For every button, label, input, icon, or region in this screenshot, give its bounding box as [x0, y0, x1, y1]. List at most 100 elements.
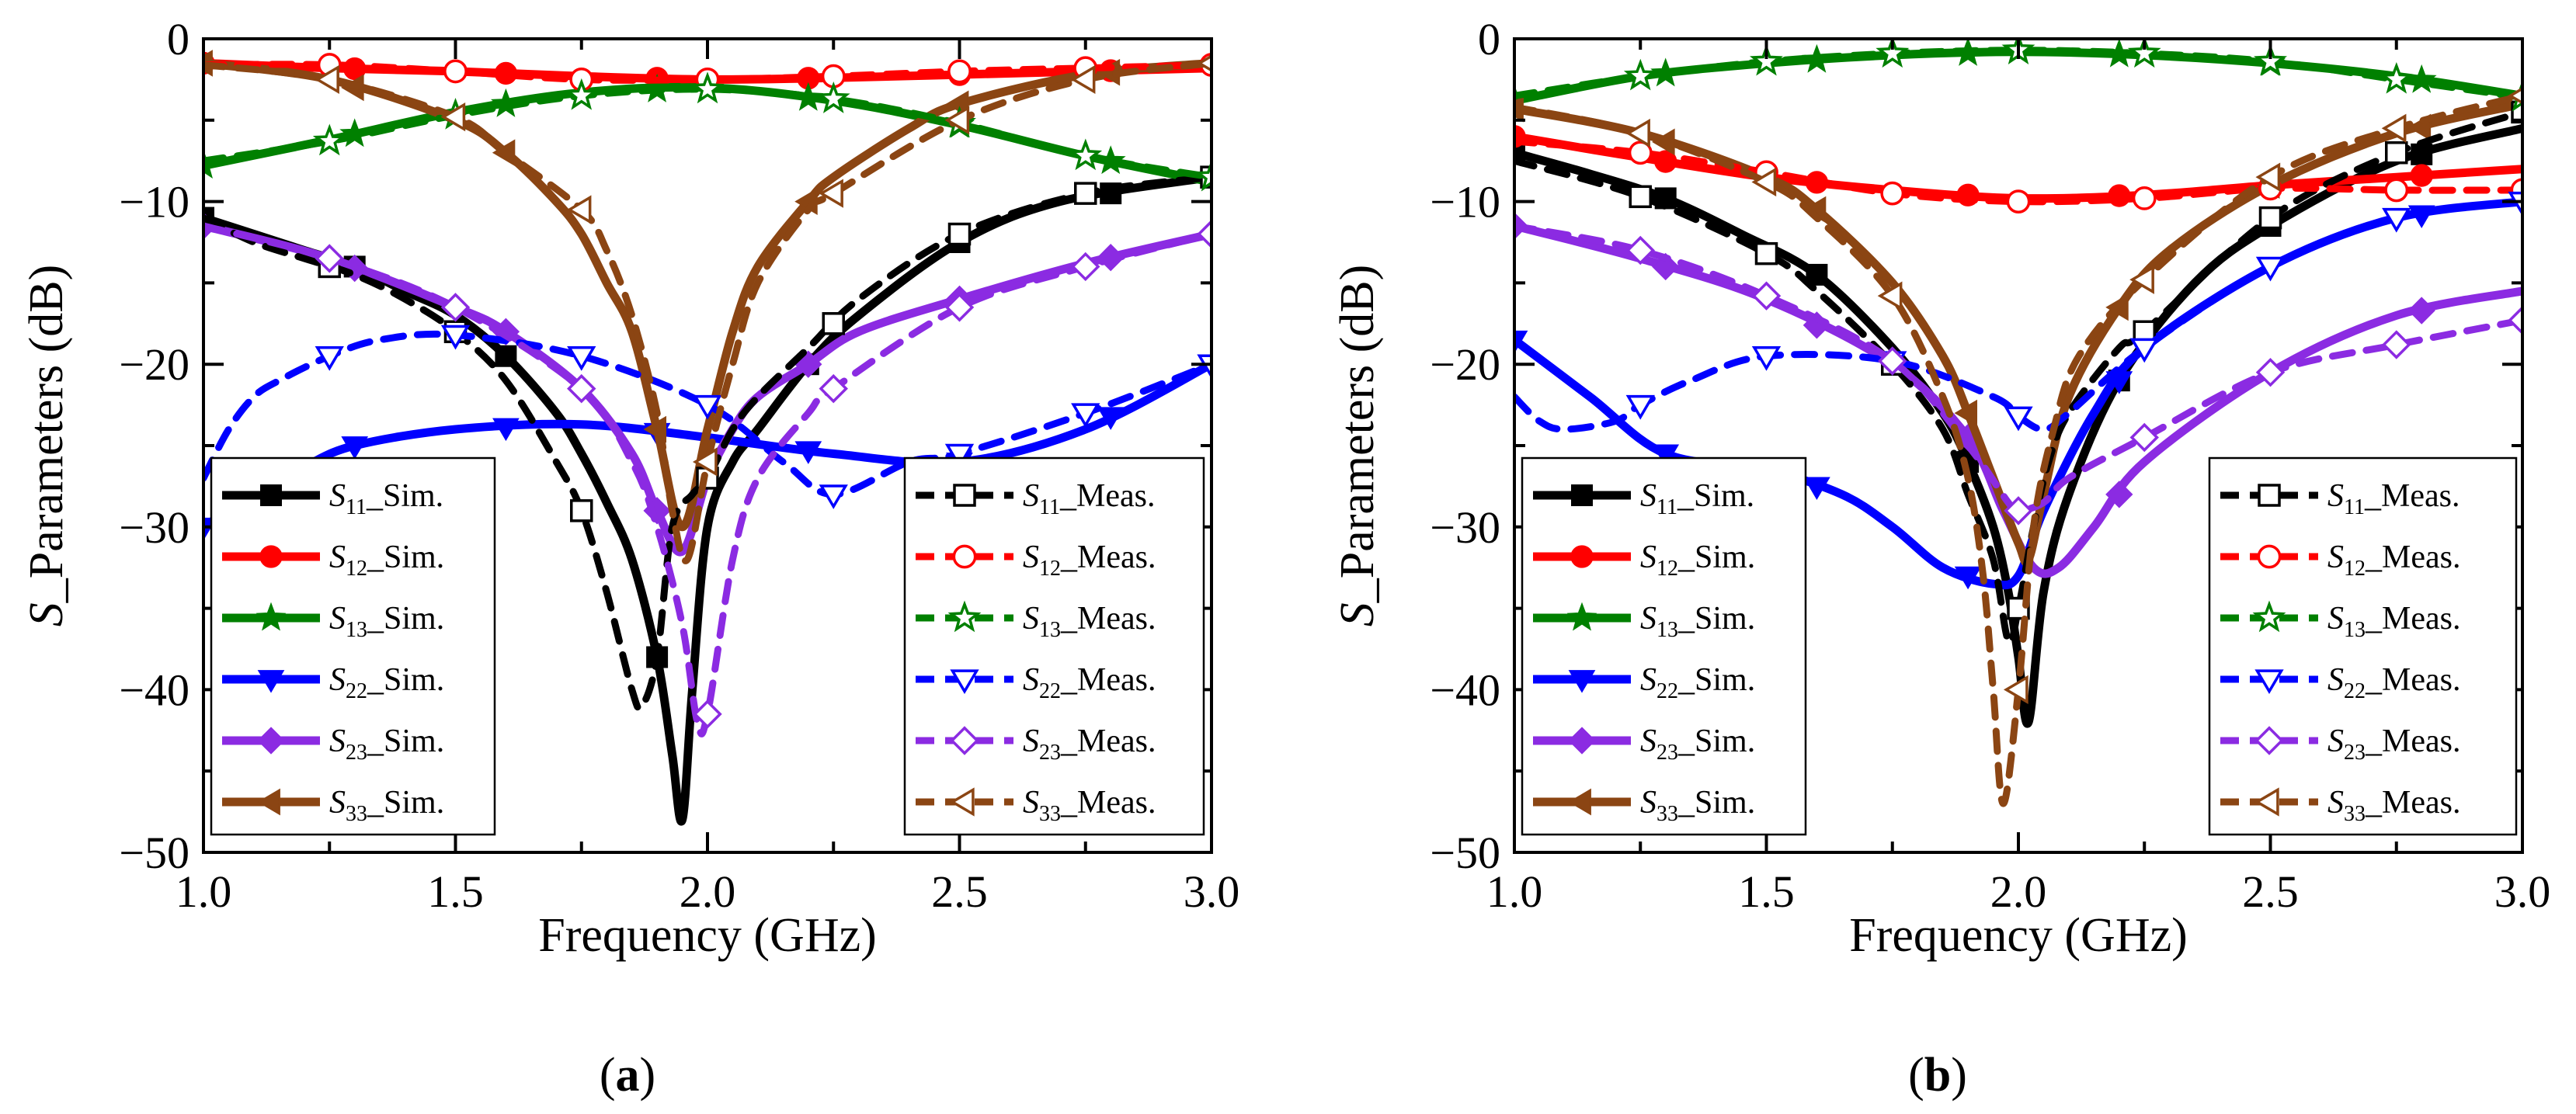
legend-label-sub: 11	[2344, 495, 2365, 519]
legend-label-letter: S	[1023, 478, 1039, 514]
marker-s33-meas	[315, 64, 339, 95]
legend-label-sub: 13	[1039, 618, 1061, 642]
legend-sim-box	[210, 456, 496, 836]
legend-entry-s12-meas: S12_Meas.	[2220, 540, 2460, 581]
legend-marker	[950, 669, 979, 695]
legend-entry-s13-sim: S13_Sim.	[222, 601, 444, 642]
marker-s33-sim	[1954, 399, 1978, 427]
legend-label: S33_Sim.	[1640, 785, 1755, 826]
marker-s12-sim	[2410, 164, 2433, 187]
legend-label-letter: S	[1640, 478, 1656, 514]
legend-label-sub: 11	[346, 495, 367, 519]
marker-s12-meas	[1880, 181, 1905, 206]
marker-s13-meas	[565, 78, 599, 110]
line-s22-meas	[1514, 198, 2522, 433]
legend-label-letter: S	[329, 478, 346, 514]
marker-s11-meas	[822, 312, 845, 335]
marker-s13-meas	[2254, 43, 2287, 76]
legend-label-sub: 11	[1656, 495, 1677, 519]
marker-s22-sim	[1514, 330, 1528, 354]
legend-marker	[257, 727, 285, 755]
marker-s11-meas	[1074, 182, 1097, 205]
legend-label-suffix: _Meas.	[2365, 540, 2460, 575]
marker-s11-sim	[495, 345, 517, 367]
legend-sim: S11_Sim.S12_Sim.S13_Sim.S22_Sim.S23_Sim.…	[210, 456, 496, 836]
legend-label-letter: S	[1640, 601, 1656, 637]
legend-label-suffix: _Meas.	[2365, 724, 2460, 759]
marker-s33-meas	[2255, 162, 2281, 192]
line-s13-meas	[203, 85, 1212, 181]
legend-label-letter: S	[2327, 601, 2344, 637]
marker-s11-sim	[2411, 143, 2433, 165]
legend-marker	[2254, 787, 2279, 817]
legend-entry-s33-meas: S33_Meas.	[916, 785, 1156, 826]
legend-label: S23_Sim.	[1640, 724, 1755, 765]
marker-s23-meas	[1197, 219, 1212, 249]
marker-s33-meas	[1070, 64, 1096, 95]
y-tick-label: −50	[1430, 828, 1500, 878]
legend-sim-entries: S11_Sim.S12_Sim.S13_Sim.S22_Sim.S23_Sim.…	[222, 478, 444, 826]
marker-s11-meas	[1754, 241, 1778, 265]
marker-s22-sim	[1954, 566, 1982, 590]
marker-s23-meas	[440, 293, 471, 322]
legend-label: S11_Sim.	[1640, 478, 1754, 519]
legend-label: S33_Meas.	[1023, 785, 1156, 826]
y-axis-title-rest: _Parameters (dB)	[20, 265, 73, 604]
legend-label-letter: S	[329, 724, 346, 759]
legend-marker	[952, 544, 977, 569]
legend-label-suffix: _Sim.	[1677, 724, 1755, 759]
marker-s23-meas	[2255, 357, 2286, 387]
marker-s22-sim	[492, 418, 520, 442]
legend-label-sub: 12	[2344, 557, 2366, 581]
x-tick-label: 3.0	[2494, 866, 2551, 917]
legend-label-sub: 12	[1039, 557, 1061, 581]
legend-label: S12_Meas.	[2327, 540, 2460, 581]
marker-s11-meas	[947, 222, 972, 246]
legend-label-suffix: _Sim.	[1677, 785, 1755, 821]
marker-s11-meas	[1629, 185, 1652, 209]
panel-b: 1.0 1.5 2.0 2.5 3.0 0 −10 −20 −30 −40 −50 Frequenc…	[1331, 14, 2550, 962]
x-tick-label: 2.0	[680, 866, 736, 917]
marker-s22-sim	[1803, 477, 1830, 500]
y-tick-label: −30	[119, 502, 189, 553]
marker-s13-meas	[816, 82, 850, 113]
marker-s11-meas	[2258, 206, 2282, 230]
legend-marker	[2257, 544, 2282, 569]
marker-s22-meas	[819, 484, 848, 509]
legend-sim-box	[1521, 456, 1807, 836]
legend-marker	[260, 484, 282, 506]
marker-s11-sim	[1514, 141, 1525, 164]
legend-label-sub: 11	[1039, 495, 1060, 519]
legend-label-sub: 13	[1656, 618, 1678, 642]
series-s33-meas	[1514, 87, 2522, 807]
marker-s22-meas	[2382, 207, 2411, 233]
legend-label-letter: S	[2327, 785, 2344, 821]
series-s33-meas	[203, 54, 1212, 564]
legend-marker	[950, 726, 979, 755]
legend-label-suffix: _Sim.	[366, 478, 443, 514]
caption-a-letter: a	[616, 1049, 640, 1102]
legend-label: S22_Sim.	[329, 662, 444, 703]
y-tick-label: 0	[167, 14, 189, 64]
marker-s23-sim	[2407, 297, 2435, 324]
legend-label-letter: S	[1023, 724, 1039, 759]
legend-marker	[947, 600, 982, 633]
legend-entry-s12-meas: S12_Meas.	[916, 540, 1156, 581]
x-tick-label: 1.0	[1486, 866, 1543, 917]
legend-label-suffix: _Meas.	[1060, 540, 1156, 575]
x-tick-label: 1.5	[1738, 866, 1795, 917]
legend-marker	[1571, 484, 1593, 506]
legend-entry-s23-sim: S23_Sim.	[222, 724, 444, 765]
line-s23-meas	[203, 222, 1212, 737]
legend-label: S12_Sim.	[1640, 540, 1755, 581]
legend-label-letter: S	[329, 785, 346, 821]
marker-s22-meas	[693, 394, 722, 420]
legend-marker	[1568, 727, 1596, 755]
legend-label-sub: 23	[1656, 741, 1678, 765]
legend-label-sub: 22	[1656, 679, 1678, 703]
line-s11-sim	[203, 172, 1212, 826]
caption-a-close: )	[640, 1049, 656, 1102]
x-tick-label: 3.0	[1184, 866, 1240, 917]
legend-label-suffix: _Sim.	[367, 662, 444, 698]
legend-label: S23_Sim.	[329, 724, 444, 765]
